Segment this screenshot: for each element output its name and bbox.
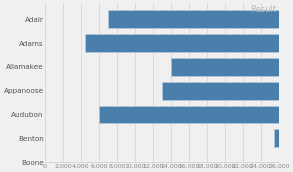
Bar bbox=[162, 82, 279, 100]
Text: Result: Result bbox=[250, 5, 276, 14]
Bar bbox=[171, 58, 279, 76]
Bar bbox=[274, 129, 279, 147]
Bar bbox=[99, 106, 279, 123]
Bar bbox=[86, 34, 279, 52]
Bar bbox=[108, 10, 279, 28]
